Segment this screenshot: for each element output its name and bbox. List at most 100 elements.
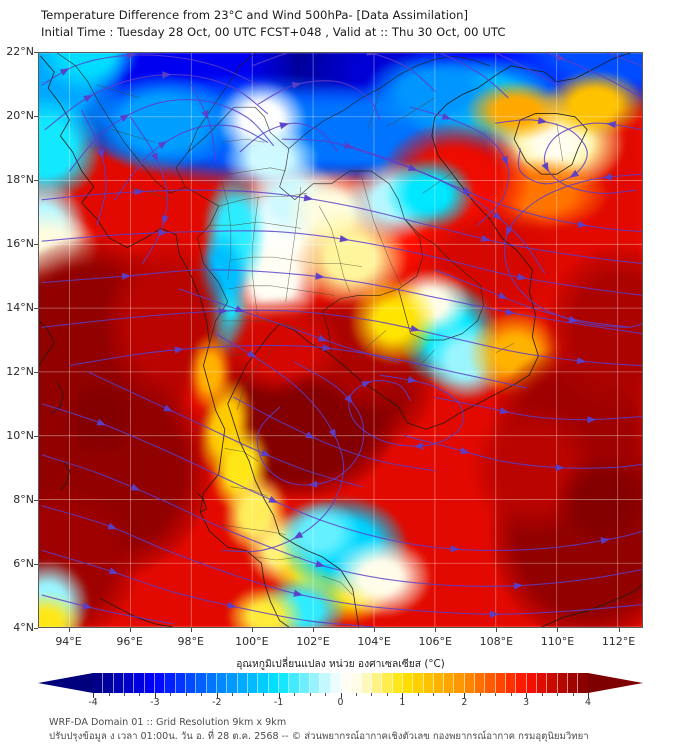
colorbar-cell	[444, 673, 455, 693]
latitude-tick-label: 18°N	[6, 173, 34, 186]
longitude-tick-mark	[374, 628, 376, 632]
latitude-tick-mark	[34, 244, 38, 245]
longitude-tick-mark	[68, 628, 70, 632]
colorbar-cell	[289, 673, 300, 693]
footer-line-1: WRF-DA Domain 01 :: Grid Resolution 9km …	[49, 717, 287, 728]
longitude-tick-mark	[435, 628, 437, 632]
colorbar-minor-tick	[247, 693, 249, 696]
latitude-tick-mark	[34, 564, 38, 565]
colorbar-cell	[423, 673, 434, 693]
colorbar-tick-label: -1	[273, 697, 284, 708]
latitude-tick-mark	[34, 500, 38, 501]
colorbar-cell	[526, 673, 538, 693]
colorbar-minor-tick	[557, 693, 559, 696]
longitude-tick-mark	[129, 628, 131, 632]
colorbar-minor-tick	[572, 693, 574, 696]
colorbar-cell	[154, 673, 166, 693]
colorbar-minor-tick	[294, 693, 296, 696]
latitude-tick-label: 22°N	[6, 45, 34, 58]
colorbar-minor-tick	[371, 693, 373, 696]
colorbar-minor-tick	[185, 693, 187, 696]
longitude-tick-mark	[190, 628, 192, 632]
latitude-tick-mark	[34, 372, 38, 373]
colorbar-cell	[123, 673, 135, 693]
graticule-gridlines	[39, 53, 642, 627]
figure-footer: WRF-DA Domain 01 :: Grid Resolution 9km …	[49, 716, 659, 744]
colorbar-minor-tick	[479, 693, 481, 696]
colorbar-cell	[382, 673, 393, 693]
colorbar-tick-label: 3	[523, 697, 530, 708]
longitude-tick-label: 112°E	[601, 635, 636, 648]
colorbar-cell	[547, 673, 558, 693]
latitude-tick-label: 4°N	[13, 621, 34, 634]
anomaly-blob	[387, 158, 473, 229]
colorbar-minor-tick	[510, 693, 512, 696]
longitude-tick-label: 110°E	[540, 635, 575, 648]
latitude-tick-label: 12°N	[6, 365, 34, 378]
anomaly-blob	[63, 379, 137, 457]
longitude-tick-label: 104°E	[357, 635, 391, 648]
colorbar-cell	[485, 673, 496, 693]
latitude-tick-label: 8°N	[13, 493, 34, 506]
colorbar-cell	[371, 673, 383, 693]
anomaly-blob	[558, 456, 642, 546]
colorbar-cell	[216, 673, 228, 693]
colorbar-minor-tick	[232, 693, 234, 696]
latitude-tick-mark	[34, 308, 38, 309]
colorbar-cell	[475, 673, 486, 693]
colorbar-ticks: -4 -3 -2 -1 0 1 2 3 4	[38, 693, 643, 708]
colorbar-minor-tick	[356, 693, 357, 696]
colorbar-cell	[278, 673, 290, 693]
latitude-tick-mark	[34, 628, 38, 629]
colorbar-tick-label: -2	[212, 697, 222, 708]
colorbar-title: อุณหกูมิเปลี่ยนแปลง หน่วย องศาเซลเซียส (…	[236, 658, 445, 670]
colorbar-minor-tick	[201, 693, 203, 696]
colorbar-cell	[464, 673, 476, 693]
latitude-tick-label: 14°N	[6, 301, 34, 314]
colorbar-cell	[330, 673, 341, 693]
longitude-tick-label: 102°E	[296, 635, 330, 648]
colorbar-tick-label: 2	[461, 697, 468, 708]
colorbar-cell	[351, 673, 362, 693]
longitude-tick-label: 94°E	[55, 635, 82, 648]
colorbar-cell	[175, 673, 186, 693]
colorbar-gradient	[38, 673, 643, 693]
colorbar: อุณหกูมิเปลี่ยนแปลง หน่วย องศาเซลเซียส (…	[38, 655, 643, 708]
latitude-tick-mark	[34, 116, 38, 117]
colorbar-cell	[227, 673, 238, 693]
colorbar-cell	[258, 673, 269, 693]
wind-streamline-overlay	[41, 53, 642, 627]
longitude-tick-label: 108°E	[479, 635, 514, 648]
colorbar-major-tick	[93, 693, 94, 698]
colorbar-cell	[93, 673, 104, 693]
colorbar-cell	[103, 673, 114, 693]
title-line-2: Initial Time : Tuesday 28 Oct, 00 UTC FC…	[41, 25, 506, 39]
colorbar-cell	[309, 673, 321, 693]
longitude-tick-mark	[251, 628, 253, 632]
latitude-tick-label: 10°N	[6, 429, 34, 442]
colorbar-minor-tick	[139, 693, 141, 696]
colorbar-cell	[113, 673, 124, 693]
colorbar-minor-tick	[448, 693, 450, 696]
latitude-tick-label: 16°N	[6, 237, 34, 250]
colorbar-major-tick	[588, 693, 589, 698]
colorbar-cell	[144, 673, 155, 693]
longitude-tick-mark	[557, 628, 559, 632]
colorbar-tick-label: -3	[150, 697, 160, 708]
colorbar-cell	[537, 673, 548, 693]
colorbar-minor-tick	[325, 693, 326, 696]
colorbar-cell	[237, 673, 248, 693]
colorbar-major-tick	[526, 693, 528, 698]
latitude-tick-mark	[34, 436, 38, 437]
colorbar-extend-min-arrow	[38, 673, 93, 693]
colorbar-minor-tick	[433, 693, 435, 696]
colorbar-cell	[185, 673, 197, 693]
latitude-tick-mark	[34, 180, 38, 181]
title-line-1: Temperature Difference from 23°C and Win…	[41, 8, 469, 22]
anomaly-blob	[271, 373, 357, 450]
longitude-tick-label: 106°E	[418, 635, 452, 648]
longitude-tick-mark	[313, 628, 314, 632]
colorbar-cell	[268, 673, 279, 693]
colorbar-major-tick	[402, 693, 404, 698]
colorbar-major-tick	[340, 693, 342, 698]
